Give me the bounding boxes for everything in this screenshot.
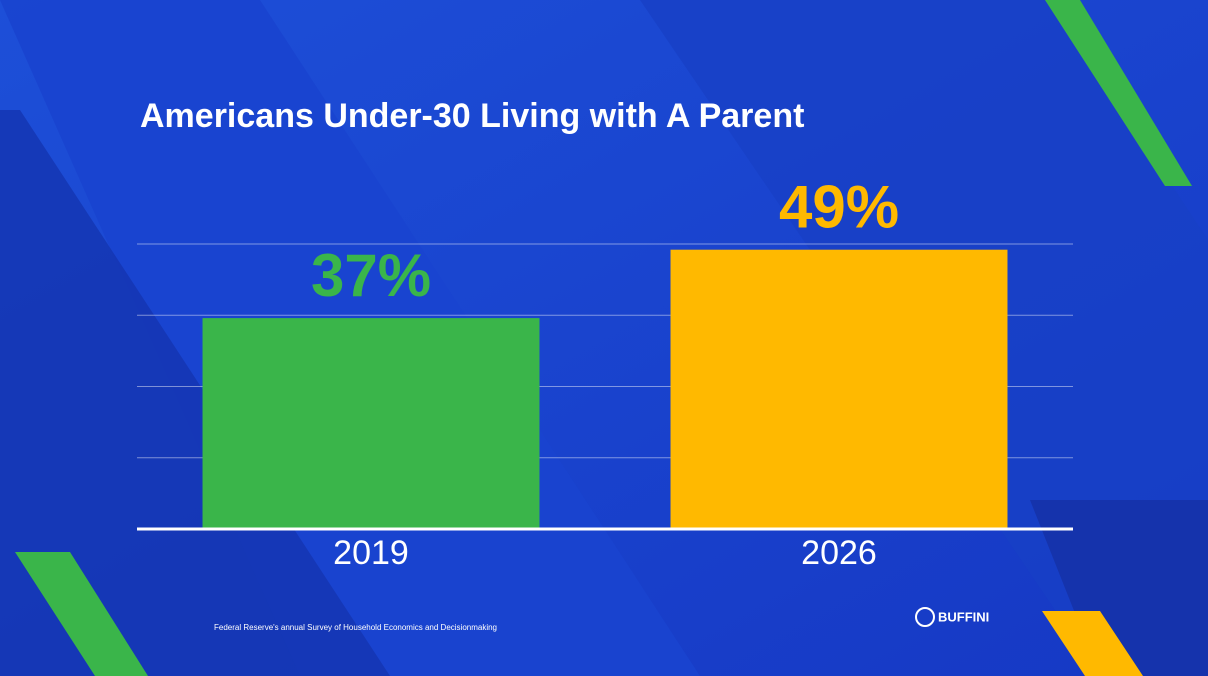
bar [202, 318, 540, 529]
accent-stripe [1042, 611, 1143, 676]
stripe [0, 110, 390, 676]
chart-title: Americans Under-30 Living with A Parent [140, 97, 804, 135]
value-label: 49% [779, 174, 899, 241]
value-label: 37% [311, 242, 431, 309]
logo-icon [915, 607, 935, 627]
x-tick-label: 2019 [333, 534, 409, 572]
brand-logo: BUFFINI [915, 607, 989, 627]
brand-name: BUFFINI [938, 609, 989, 624]
accent-stripe [1045, 0, 1192, 186]
x-tick-label: 2026 [801, 534, 877, 572]
accent-stripe [15, 552, 148, 676]
bar [670, 249, 1008, 529]
source-note: Federal Reserve's annual Survey of House… [214, 623, 497, 632]
stripe [1030, 500, 1208, 676]
